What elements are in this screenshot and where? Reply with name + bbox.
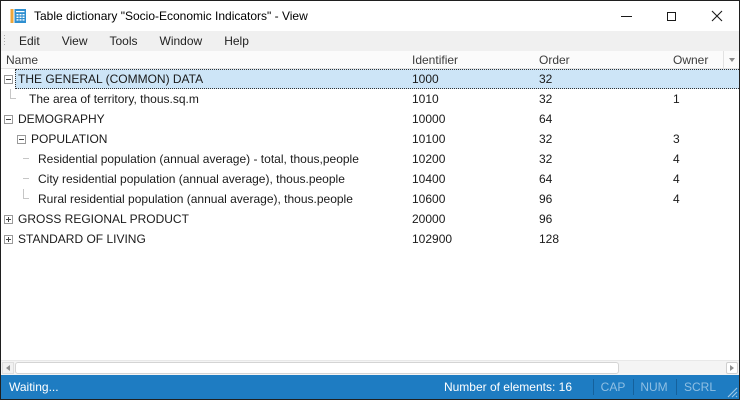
menu-view[interactable]: View [61,34,88,48]
row-name: Residential population (annual average) … [38,152,359,166]
row-order: 32 [539,92,553,106]
close-icon [711,10,722,22]
table-row[interactable]: THE GENERAL (COMMON) DATA 1000 32 [1,69,739,89]
collapse-icon[interactable] [4,114,13,124]
scroll-right-button[interactable] [726,362,738,374]
row-identifier: 10000 [412,112,446,126]
row-order: 64 [539,172,553,186]
title-bar: Table dictionary "Socio-Economic Indicat… [1,1,739,31]
row-name: THE GENERAL (COMMON) DATA [18,72,204,86]
chevron-down-icon [728,57,735,62]
column-header-identifier[interactable]: Identifier [412,52,459,67]
row-order: 96 [539,212,553,226]
maximize-icon [667,11,676,21]
row-name: DEMOGRAPHY [18,112,105,126]
collapse-icon[interactable] [4,74,13,84]
horizontal-scrollbar[interactable] [1,360,739,375]
row-name: City residential population (annual aver… [38,172,345,186]
resize-grip-icon[interactable] [725,385,738,398]
table-row[interactable]: POPULATION 10100 32 3 [1,129,739,149]
menu-bar: Edit View Tools Window Help [1,31,739,51]
table-row[interactable]: GROSS REGIONAL PRODUCT 20000 96 [1,209,739,229]
table-row[interactable]: Rural residential population (annual ave… [1,189,739,209]
row-owner: 3 [673,132,680,146]
table-row[interactable]: DEMOGRAPHY 10000 64 [1,109,739,129]
row-order: 32 [539,132,553,146]
table-row[interactable]: The area of territory, thous.sq.m 1010 3… [1,89,739,109]
menu-tools[interactable]: Tools [109,34,138,48]
row-identifier: 10200 [412,152,446,166]
element-count: Number of elements: 16 [443,380,572,394]
tree-branch-icon [23,149,29,169]
row-owner: 4 [673,152,680,166]
close-button[interactable] [694,1,739,31]
row-identifier: 20000 [412,212,446,226]
scroll-left-button[interactable] [2,362,14,374]
scroll-right-icon [730,365,734,371]
row-identifier: 102900 [412,232,453,246]
maximize-button[interactable] [649,1,694,31]
tree-corner-icon [23,189,29,209]
scroll-left-icon [6,365,10,371]
collapse-icon[interactable] [17,134,26,144]
expand-icon[interactable] [4,214,13,224]
table-row[interactable]: Residential population (annual average) … [1,149,739,169]
status-divider [676,379,677,395]
row-order: 32 [539,152,553,166]
app-icon [10,9,26,23]
row-order: 128 [539,232,560,246]
column-header-owner[interactable]: Owner [673,52,709,67]
column-header-row: Name Identifier Order Owner [1,51,739,69]
scrollbar-thumb[interactable] [15,362,619,374]
row-name: STANDARD OF LIVING [18,232,146,246]
row-order: 96 [539,192,553,206]
table-row[interactable]: City residential population (annual aver… [1,169,739,189]
tree-corner-icon [10,89,16,109]
menu-edit[interactable]: Edit [19,34,40,48]
tree-table: THE GENERAL (COMMON) DATA 1000 32 The ar… [1,69,739,360]
menu-help[interactable]: Help [224,34,249,48]
column-header-name[interactable]: Name [6,52,39,67]
row-owner: 4 [673,192,680,206]
minimize-icon [621,15,632,17]
window-title: Table dictionary "Socio-Economic Indicat… [34,9,308,23]
tree-branch-icon [23,169,29,189]
row-owner: 1 [673,92,680,106]
num-lock-indicator: NUM [640,380,668,394]
window-controls [604,1,739,31]
status-divider [633,379,634,395]
scroll-lock-indicator: SCRL [683,380,716,394]
table-row[interactable]: STANDARD OF LIVING 102900 128 [1,229,739,249]
row-identifier: 1000 [412,72,439,86]
menu-window[interactable]: Window [159,34,203,48]
status-bar: Waiting... Number of elements: 16 CAP NU… [1,375,739,399]
row-order: 32 [539,72,553,86]
caps-lock-indicator: CAP [600,380,626,394]
minimize-button[interactable] [604,1,649,31]
row-name: The area of territory, thous.sq.m [29,92,199,106]
row-name: POPULATION [31,132,108,146]
expand-icon[interactable] [4,234,13,244]
row-name: Rural residential population (annual ave… [38,192,353,206]
row-identifier: 1010 [412,92,439,106]
column-options-button[interactable] [723,51,739,68]
row-owner: 4 [673,172,680,186]
column-header-order[interactable]: Order [539,52,570,67]
status-message: Waiting... [9,380,59,394]
row-order: 64 [539,112,553,126]
row-identifier: 10600 [412,192,446,206]
menu-gripper-icon[interactable] [4,35,7,47]
row-name: GROSS REGIONAL PRODUCT [18,212,189,226]
status-divider [593,379,594,395]
row-identifier: 10100 [412,132,446,146]
row-identifier: 10400 [412,172,446,186]
